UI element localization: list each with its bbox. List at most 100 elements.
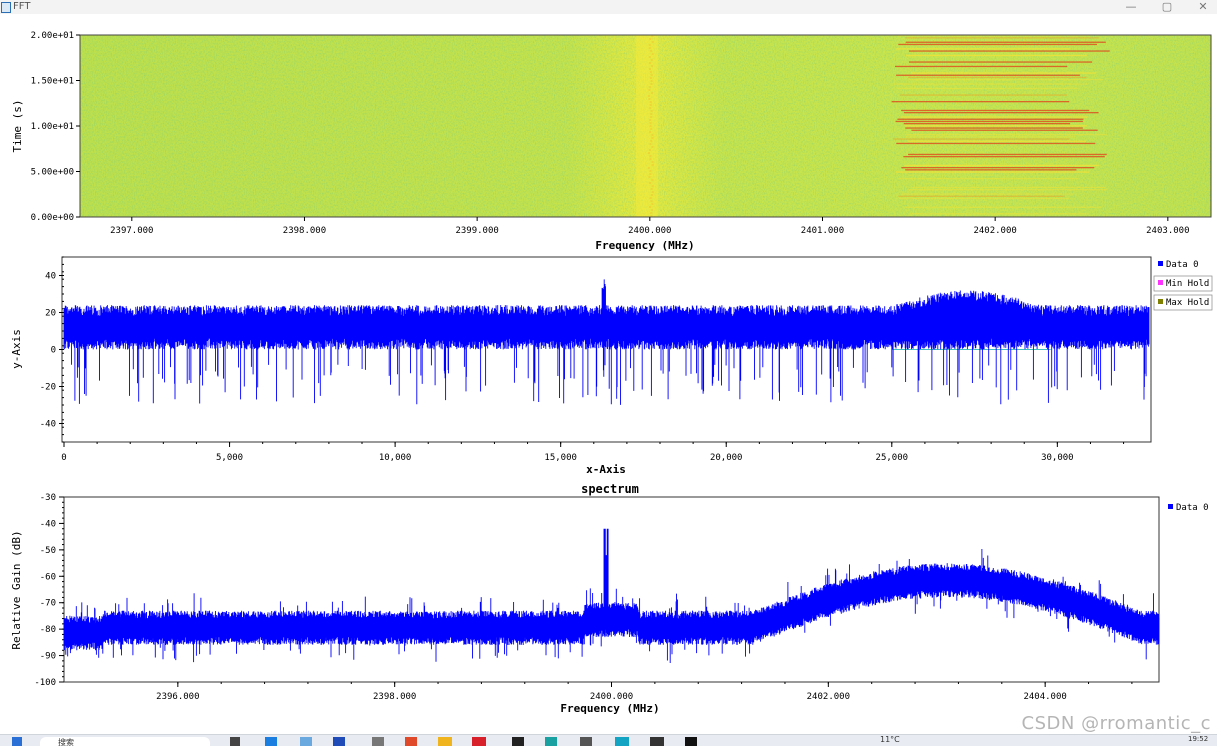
timeseries-legend-item[interactable]: Data 0 (1166, 260, 1199, 270)
waterfall-stripe (903, 112, 1099, 114)
waterfall-xtick-label: 2400.000 (628, 226, 671, 236)
waterfall-ylabel: Time (s) (11, 100, 24, 153)
waterfall-stripe (911, 129, 1098, 131)
taskbar: 搜索 11°C 19:52 (0, 734, 1217, 746)
app-icon-folder[interactable] (438, 737, 452, 746)
timeseries-ytick-label: 20 (45, 309, 56, 319)
waterfall-xtick-label: 2397.000 (110, 226, 153, 236)
waterfall-stripe (908, 153, 1107, 156)
spectrum-ytick-label: -80 (40, 625, 56, 635)
csdn-watermark: CSDN @rromantic_c (1021, 713, 1211, 734)
waterfall-stripe (896, 142, 1096, 145)
waterfall-stripe (897, 118, 1084, 120)
waterfall-stripe (905, 136, 1075, 138)
spectrum-data (63, 528, 1160, 663)
timeseries-legend-swatch (1158, 280, 1163, 285)
waterfall-stripe (908, 189, 1107, 191)
waterfall-stripe (907, 140, 1087, 142)
timeseries-legend-item[interactable]: Min Hold (1166, 279, 1209, 289)
waterfall-stripe (893, 138, 1070, 140)
spectrum-ytick-label: -60 (40, 572, 56, 582)
spectrum-ylabel: Relative Gain (dB) (10, 530, 23, 649)
timeseries-series-data0 (63, 279, 1150, 405)
waterfall-stripe (903, 123, 1071, 125)
timeseries-panel: 40 20 0 -20 -40 0 5,000 10,000 15,000 20,000 25,00… (10, 256, 1213, 476)
waterfall-stripe (910, 213, 1089, 215)
timeseries-ytick-label: 0 (51, 346, 56, 356)
spectrum-legend-item[interactable]: Data 0 (1176, 503, 1209, 513)
spectrum-title: spectrum (581, 482, 639, 496)
taskview-icon[interactable] (230, 737, 240, 746)
spectrum-ytick-label: -70 (40, 599, 56, 609)
waterfall-stripe (893, 83, 1088, 85)
waterfall-stripe (905, 127, 1083, 129)
waterfall-xtick-label: 2402.000 (973, 226, 1016, 236)
waterfall-xlabel: Frequency (MHz) (595, 239, 694, 252)
spectrum-legend[interactable]: Data 0 (1168, 503, 1209, 513)
start-icon[interactable] (12, 737, 22, 746)
app-icon-blue[interactable] (615, 737, 629, 746)
app-icon-dark[interactable] (512, 737, 524, 746)
timeseries-legend-box (1153, 275, 1213, 292)
waterfall-stripe (911, 72, 1097, 74)
waterfall-xtick-label: 2399.000 (455, 226, 498, 236)
timeseries-legend-box (1153, 294, 1213, 311)
spectrum-ytick-label: -30 (40, 493, 56, 503)
close-button[interactable]: ✕ (1198, 0, 1208, 13)
spectrum-legend-swatch (1168, 504, 1173, 509)
spectrum-xlabel: Frequency (MHz) (560, 702, 659, 715)
waterfall-stripe (898, 178, 1081, 180)
app-icon-gray[interactable] (580, 737, 592, 746)
app-icon-teal[interactable] (545, 737, 557, 746)
app-icon-black[interactable] (685, 737, 697, 746)
waterfall-stripe (900, 116, 1088, 118)
plots-area: Time (s) 2.00e+01 1.50e+01 1.00e+01 5.00e+0… (10, 31, 1213, 715)
app-icon-terminal[interactable] (650, 737, 664, 746)
minimize-button[interactable]: — (1125, 0, 1137, 13)
app-icon-chrome[interactable] (405, 737, 417, 746)
spectrum-panel: spectrum -30 -40 -50 -60 -70 -80 -90 -100 2396.0… (10, 482, 1209, 715)
waterfall-panel: Time (s) 2.00e+01 1.50e+01 1.00e+01 5.00e+0… (11, 31, 1212, 252)
waterfall-ytick-label: 5.00e+00 (31, 168, 74, 178)
spectrum-ytick-label: -40 (40, 519, 56, 529)
spectrum-ytick-label: -100 (34, 678, 56, 688)
spectrum-xtick-label: 2400.000 (590, 692, 633, 702)
timeseries-xtick-label: 0 (61, 453, 66, 463)
waterfall-xticks: 2397.000 2398.000 2399.000 2400.000 2401.000… (110, 217, 1190, 236)
timeseries-axes: 40 20 0 -20 -40 0 5,000 10,000 15,000 20,000 25,00… (40, 256, 1125, 463)
waterfall-carrier-band (636, 35, 658, 217)
waterfall-stripe (904, 164, 1099, 167)
waterfall-stripe (905, 37, 1099, 39)
waterfall-stripe (900, 94, 1067, 96)
waterfall-stripe (901, 109, 1090, 112)
waterfall-stripe (908, 50, 1110, 52)
timeseries-xtick-label: 10,000 (379, 453, 412, 463)
timeseries-xtick-label: 25,000 (876, 453, 909, 463)
app-icon-windows[interactable] (265, 737, 277, 746)
app-icon-generic[interactable] (372, 737, 384, 746)
clock-text[interactable]: 19:52 (1188, 735, 1209, 743)
maximize-button[interactable]: ▢ (1161, 0, 1173, 13)
timeseries-legend[interactable]: Data 0 Min Hold Max Hold (1153, 260, 1213, 311)
spectrum-xtick-label: 2396.000 (156, 692, 199, 702)
taskbar-search-input[interactable]: 搜索 (40, 737, 210, 746)
waterfall-stripe (897, 35, 1090, 37)
timeseries-ytick-label: -40 (40, 420, 56, 430)
waterfall-ytick-label: 0.00e+00 (31, 213, 74, 223)
timeseries-xtick-label: 15,000 (544, 453, 577, 463)
timeseries-xtick-label: 30,000 (1041, 453, 1074, 463)
weather-text[interactable]: 11°C (880, 735, 900, 744)
app-icon-explorer[interactable] (300, 737, 312, 746)
timeseries-legend-swatch (1158, 299, 1163, 304)
timeseries-legend-item[interactable]: Max Hold (1166, 298, 1209, 308)
waterfall-stripe (895, 120, 1083, 123)
app-icon-red[interactable] (472, 737, 486, 746)
waterfall-stripe (896, 48, 1071, 50)
waterfall-stripe (910, 186, 1106, 189)
app-icon-word[interactable] (333, 737, 345, 746)
waterfall-stripe (907, 76, 1087, 79)
timeseries-xlabel: x-Axis (586, 463, 626, 476)
waterfall-stripe (903, 156, 1105, 158)
waterfall-stripe (898, 43, 1097, 46)
waterfall-stripe (898, 195, 1065, 197)
